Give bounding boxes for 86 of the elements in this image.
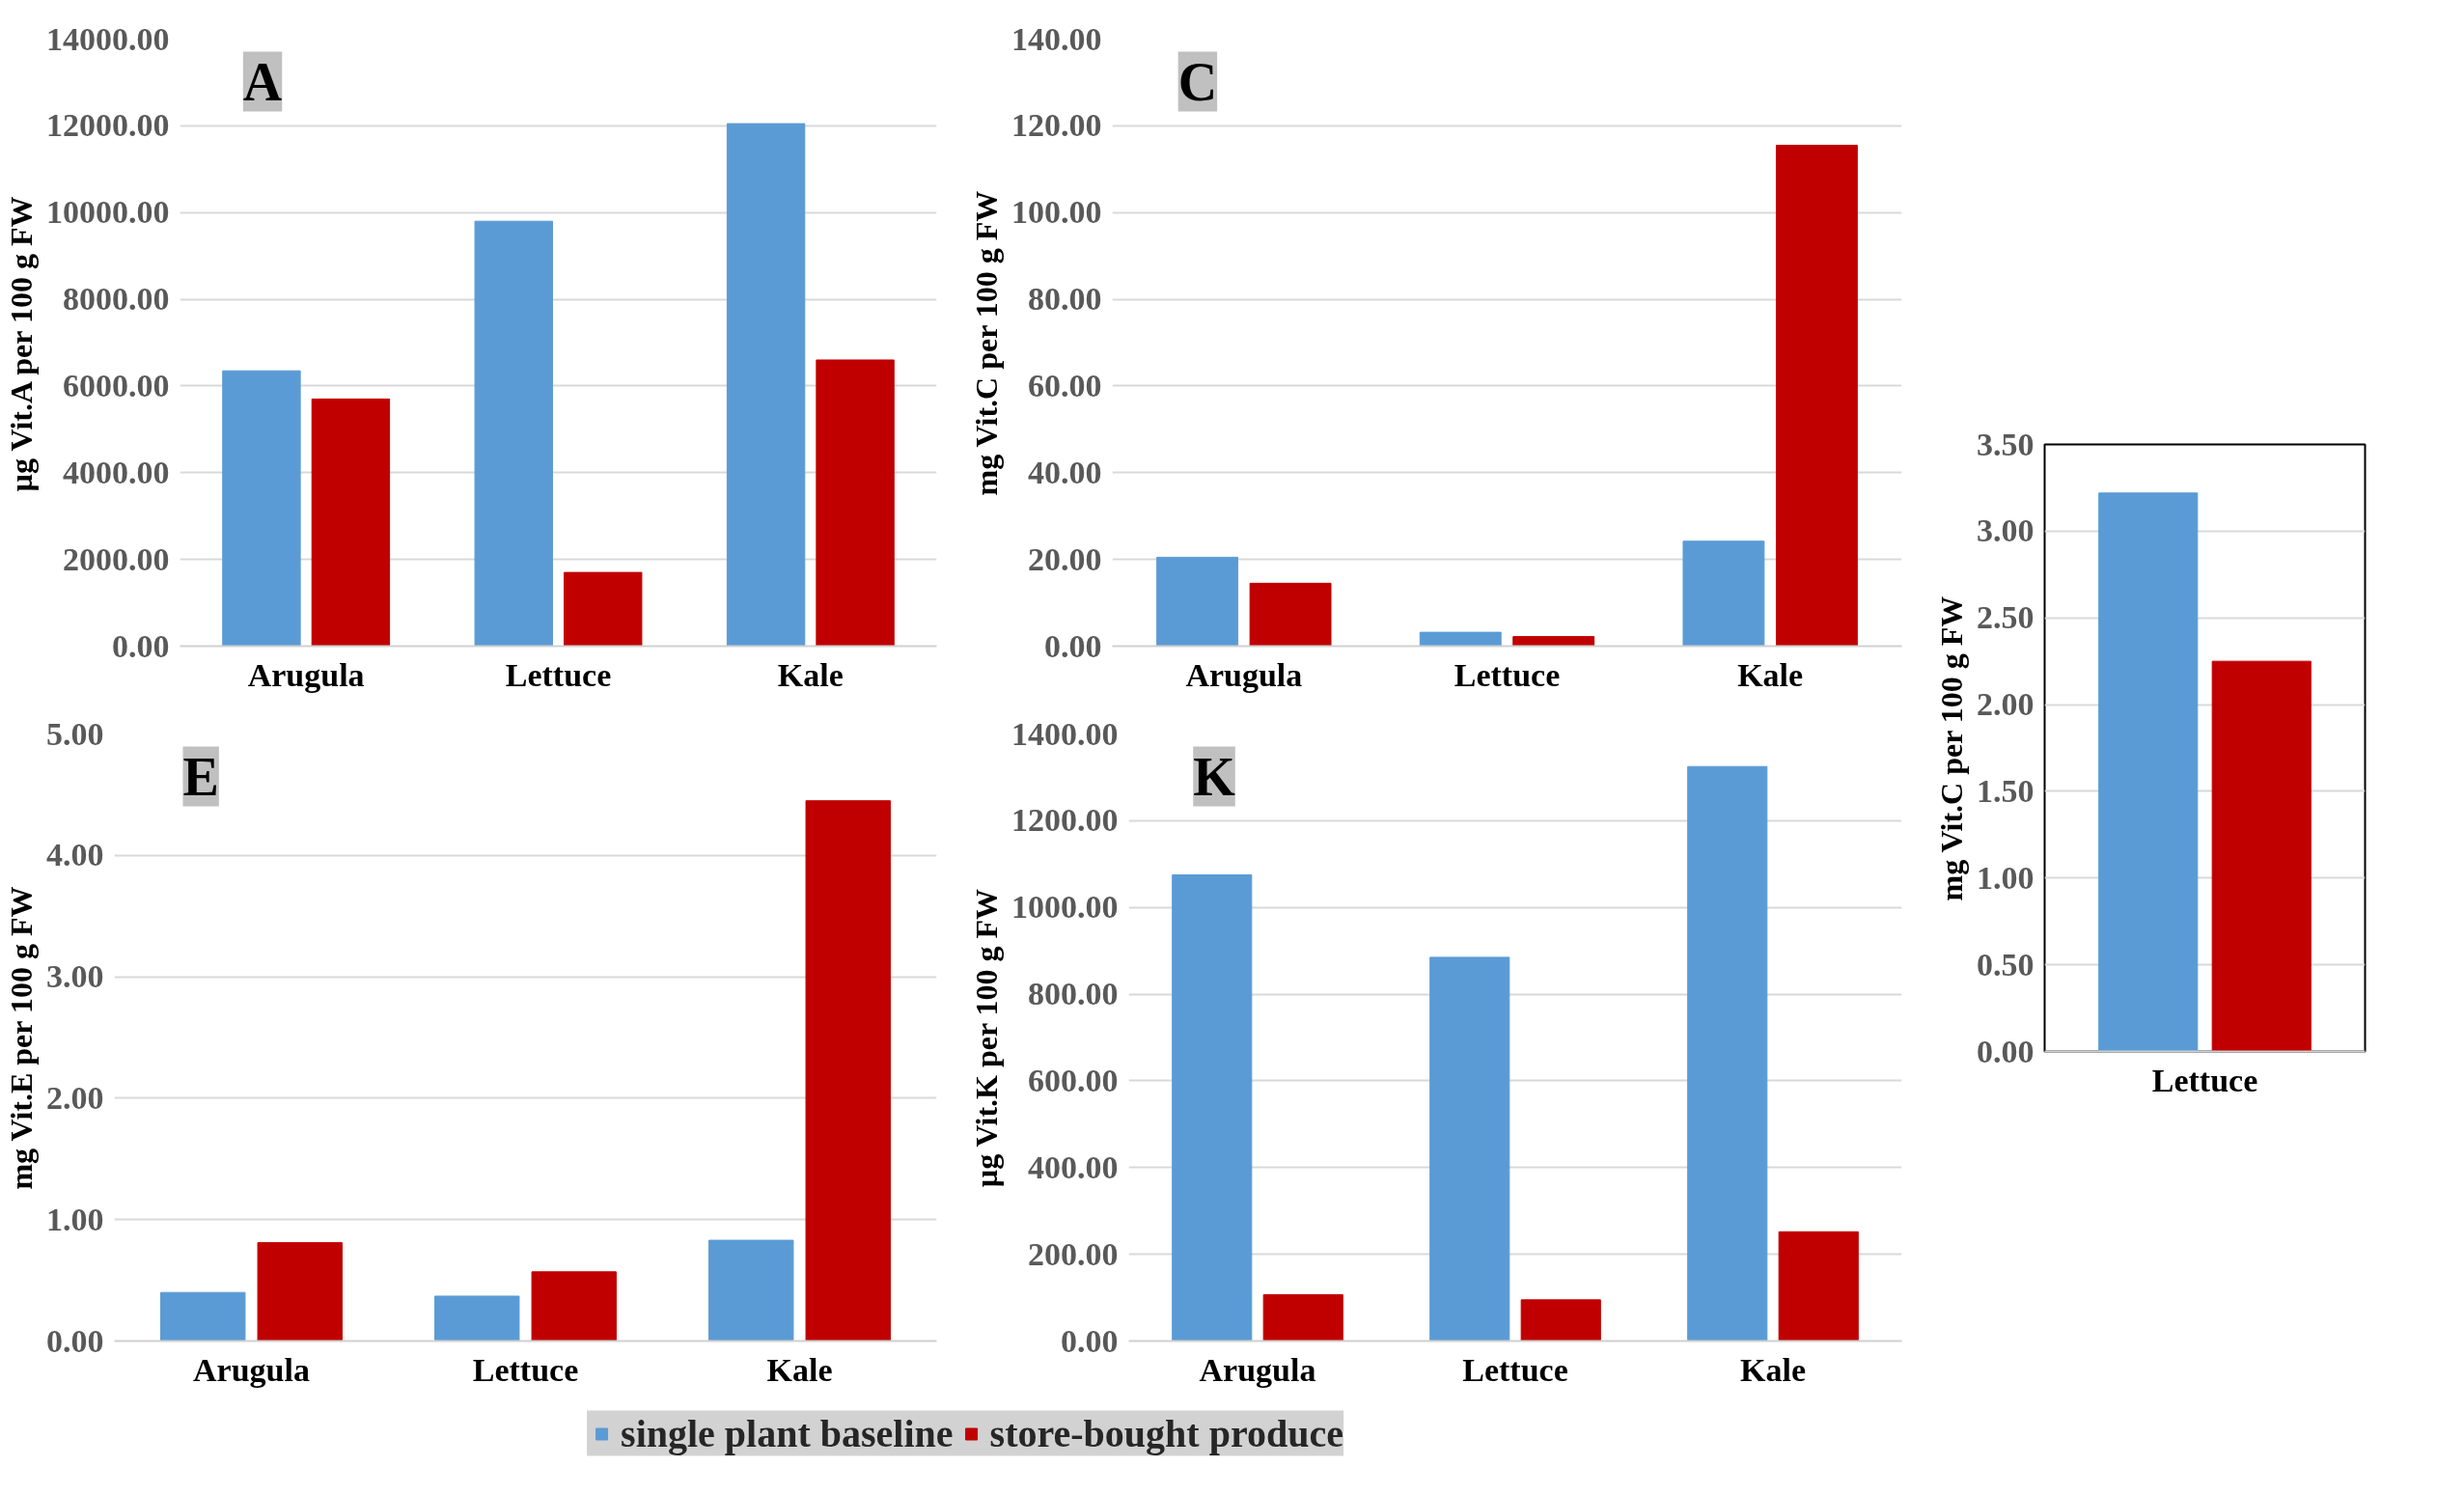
- y-tick-label: 4.00: [46, 837, 104, 873]
- chart-title: K: [1193, 746, 1236, 807]
- y-tick-label: 2000.00: [63, 540, 170, 577]
- y-tick-label: 14000.00: [46, 20, 170, 57]
- y-tick-label: 40.00: [1028, 454, 1102, 490]
- y-axis-title: mg Vit.E per 100 g FW: [4, 886, 39, 1190]
- bar: [1687, 765, 1768, 1342]
- bar: [816, 359, 895, 647]
- y-tick-label: 3.50: [1977, 426, 2035, 462]
- bar: [1156, 556, 1239, 647]
- y-tick-label: 1400.00: [1011, 715, 1119, 752]
- y-axis-title: mg Vit.C per 100 g FW: [969, 190, 1004, 496]
- y-tick-label: 1.00: [46, 1201, 104, 1237]
- y-tick-label: 1200.00: [1011, 802, 1119, 839]
- y-tick-label: 200.00: [1028, 1235, 1119, 1272]
- y-tick-label: 600.00: [1028, 1062, 1119, 1098]
- y-tick-label: 140.00: [1011, 20, 1102, 57]
- x-tick-label: Lettuce: [1462, 1351, 1568, 1388]
- chart-title: C: [1177, 51, 1218, 112]
- x-tick-label: Kale: [1740, 1351, 1806, 1388]
- y-tick-label: 0.00: [1044, 627, 1102, 664]
- bar: [1419, 631, 1502, 647]
- y-tick-label: 0.00: [112, 627, 170, 664]
- bar: [434, 1295, 520, 1342]
- x-tick-label: Arugula: [247, 656, 365, 693]
- bar: [1512, 636, 1595, 647]
- legend-label: single plant baseline: [621, 1410, 954, 1456]
- bar: [1682, 540, 1765, 647]
- y-tick-label: 0.00: [1977, 1033, 2035, 1069]
- bar: [474, 220, 553, 647]
- x-tick-label: Arugula: [1199, 1351, 1316, 1388]
- bar: [1429, 956, 1510, 1342]
- y-tick-label: 60.00: [1028, 367, 1102, 403]
- bar: [531, 1271, 617, 1342]
- y-tick-label: 2.00: [46, 1079, 104, 1116]
- chart-title: A: [242, 51, 283, 112]
- x-tick-label: Kale: [766, 1351, 833, 1388]
- x-tick-label: Lettuce: [505, 656, 612, 693]
- y-axis-title: mg Vit.C per 100 g FW: [1934, 595, 1969, 901]
- y-tick-label: 0.00: [46, 1322, 104, 1359]
- y-tick-label: 400.00: [1028, 1148, 1119, 1185]
- y-tick-label: 4000.00: [63, 454, 170, 490]
- x-tick-label: Arugula: [193, 1351, 310, 1388]
- y-axis-title: µg Vit.A per 100 g FW: [4, 196, 39, 492]
- y-tick-label: 800.00: [1028, 976, 1119, 1012]
- x-tick-label: Lettuce: [1453, 656, 1561, 693]
- y-tick-label: 0.00: [1061, 1322, 1119, 1359]
- y-tick-label: 1000.00: [1011, 889, 1119, 926]
- bar: [564, 571, 643, 647]
- bar: [1172, 874, 1253, 1342]
- chart-title: E: [182, 746, 219, 807]
- bar: [222, 370, 301, 647]
- y-tick-label: 3.00: [1977, 512, 2035, 549]
- bar: [726, 123, 806, 647]
- y-tick-label: 1.50: [1977, 772, 2035, 809]
- y-tick-label: 10000.00: [46, 194, 170, 231]
- y-tick-label: 120.00: [1011, 107, 1102, 144]
- y-tick-label: 6000.00: [63, 367, 170, 403]
- y-tick-label: 8000.00: [63, 281, 170, 318]
- y-tick-label: 20.00: [1028, 540, 1102, 577]
- bar: [1520, 1299, 1601, 1342]
- bar: [1775, 145, 1858, 647]
- y-tick-label: 1.00: [1977, 859, 2035, 896]
- y-tick-label: 100.00: [1011, 194, 1102, 231]
- bar: [311, 398, 391, 647]
- legend-label: store-bought produce: [989, 1410, 1343, 1456]
- x-tick-label: Lettuce: [2151, 1062, 2258, 1098]
- y-tick-label: 0.50: [1977, 946, 2035, 982]
- y-axis-title: µg Vit.K per 100 g FW: [969, 888, 1004, 1188]
- y-tick-label: 2.50: [1977, 599, 2035, 636]
- bar: [708, 1239, 794, 1342]
- x-tick-label: Lettuce: [472, 1351, 579, 1388]
- bar: [1778, 1231, 1859, 1342]
- y-tick-label: 80.00: [1028, 281, 1102, 318]
- x-tick-label: Kale: [1737, 656, 1804, 693]
- bar: [257, 1242, 343, 1342]
- bar: [1262, 1293, 1343, 1342]
- bar: [805, 800, 891, 1342]
- y-tick-label: 12000.00: [46, 107, 170, 144]
- bar: [1249, 582, 1332, 647]
- y-tick-label: 5.00: [46, 715, 104, 752]
- x-tick-label: Kale: [777, 656, 844, 693]
- bar: [160, 1291, 246, 1342]
- y-tick-label: 2.00: [1977, 686, 2035, 723]
- y-tick-label: 3.00: [46, 958, 104, 995]
- x-tick-label: Arugula: [1185, 656, 1303, 693]
